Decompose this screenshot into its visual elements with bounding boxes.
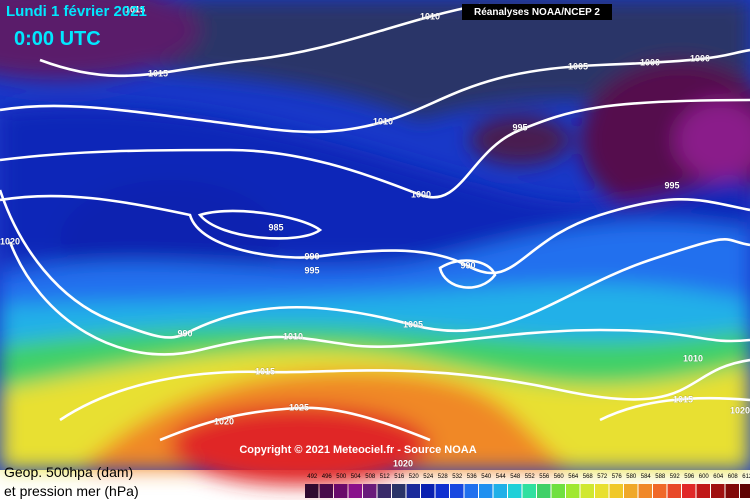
isobar-label: 1010 [373,116,393,126]
isobar-label: 1025 [289,402,309,412]
map-background [0,0,750,485]
scale-swatch [464,484,478,498]
isobar-label: 1015 [125,4,145,14]
scale-label: 496 [322,474,333,480]
isobar-label: 1020 [730,405,750,415]
scale-swatch [435,484,449,498]
scale-swatch [377,484,391,498]
scale-swatch [725,484,739,498]
scale-swatch [711,484,725,498]
scale-label: 556 [539,474,550,480]
scale-label: 524 [423,474,434,480]
scale-label: 592 [670,474,681,480]
scale-swatch [638,484,652,498]
isobar-label: 985 [268,222,283,232]
scale-label: 532 [452,474,463,480]
scale-label: 540 [481,474,492,480]
color-scale: 492 496 500 504 508 512 516 520 524 528 532 536 540 5… [305,474,750,498]
scale-swatch [319,484,333,498]
isobar-labels: 1015 1010 1015 1005 1000 1000 995 1010 995 1000 98… [0,4,750,469]
scale-label: 568 [583,474,594,480]
scale-label: 504 [351,474,362,480]
copyright: Copyright © 2021 Meteociel.fr - Source N… [239,444,476,456]
scale-label: 588 [655,474,666,480]
isobar-label: 990 [177,328,192,338]
scale-label: 536 [467,474,478,480]
scale-label: 560 [554,474,565,480]
scale-swatch [348,484,362,498]
scale-swatch [522,484,536,498]
map-date: Lundi 1 février 2021 [6,3,147,20]
scale-label: 608 [728,474,739,480]
map-time: 0:00 UTC [14,28,101,50]
isobar-label: 990 [304,251,319,261]
scale-swatch [696,484,710,498]
scale-label: 600 [699,474,710,480]
scale-swatch [421,484,435,498]
scale-swatch [450,484,464,498]
scale-label: 580 [626,474,637,480]
isobar-label: 1015 [673,394,693,404]
scale-label: 552 [525,474,536,480]
scale-swatch [392,484,406,498]
isobar-label: 1000 [690,53,710,63]
scale-swatch [334,484,348,498]
scale-swatch [740,484,750,498]
isobar-label: 1010 [420,11,440,21]
scale-label: 508 [365,474,376,480]
isobars [0,3,750,442]
scale-label: 612 [742,474,750,480]
isobar-label: 1020 [393,458,413,468]
scale-label: 584 [641,474,652,480]
scale-swatch [537,484,551,498]
isobar-label: 1015 [255,366,275,376]
scale-swatch [580,484,594,498]
scale-swatch [653,484,667,498]
scale-swatch [508,484,522,498]
source-label: Réanalyses NOAA/NCEP 2 [474,7,600,18]
scale-label: 544 [496,474,507,480]
scale-swatch [479,484,493,498]
isobar-label: 995 [304,265,319,275]
scale-swatch [305,484,319,498]
scale-swatch [682,484,696,498]
scale-swatch [566,484,580,498]
isobar-label: 995 [512,122,527,132]
scale-label: 512 [380,474,391,480]
scale-label: 604 [713,474,724,480]
isobar-label: 1000 [640,57,660,67]
scale-label: 520 [409,474,420,480]
scale-swatch [363,484,377,498]
isobar-label: 1000 [411,189,431,199]
scale-swatch [595,484,609,498]
isobar-label: 990 [460,260,475,270]
scale-swatch [609,484,623,498]
legend-caption: Geop. 500hpa (dam) [4,464,133,480]
isobar-label: 1020 [214,416,234,426]
scale-swatch [551,484,565,498]
scale-label: 596 [684,474,695,480]
scale-label: 500 [336,474,347,480]
scale-label: 564 [568,474,579,480]
isobar-label: 995 [664,180,679,190]
isobar-label: 1010 [283,331,303,341]
isobar-label: 1015 [148,68,168,78]
scale-label: 576 [612,474,623,480]
source-box [462,4,612,20]
isobar-label: 1005 [568,61,588,71]
scale-swatch [406,484,420,498]
isobar-label: 1020 [0,236,20,246]
scale-swatch [493,484,507,498]
scale-swatch [624,484,638,498]
scale-label: 572 [597,474,608,480]
isobar-label: 1005 [403,319,423,329]
scale-swatch [667,484,681,498]
scale-label: 528 [438,474,449,480]
scale-label: 516 [394,474,405,480]
isobar-label: 1010 [683,353,703,363]
scale-label: 548 [510,474,521,480]
scale-label: 492 [307,474,318,480]
legend-caption: et pression mer (hPa) [4,483,139,499]
